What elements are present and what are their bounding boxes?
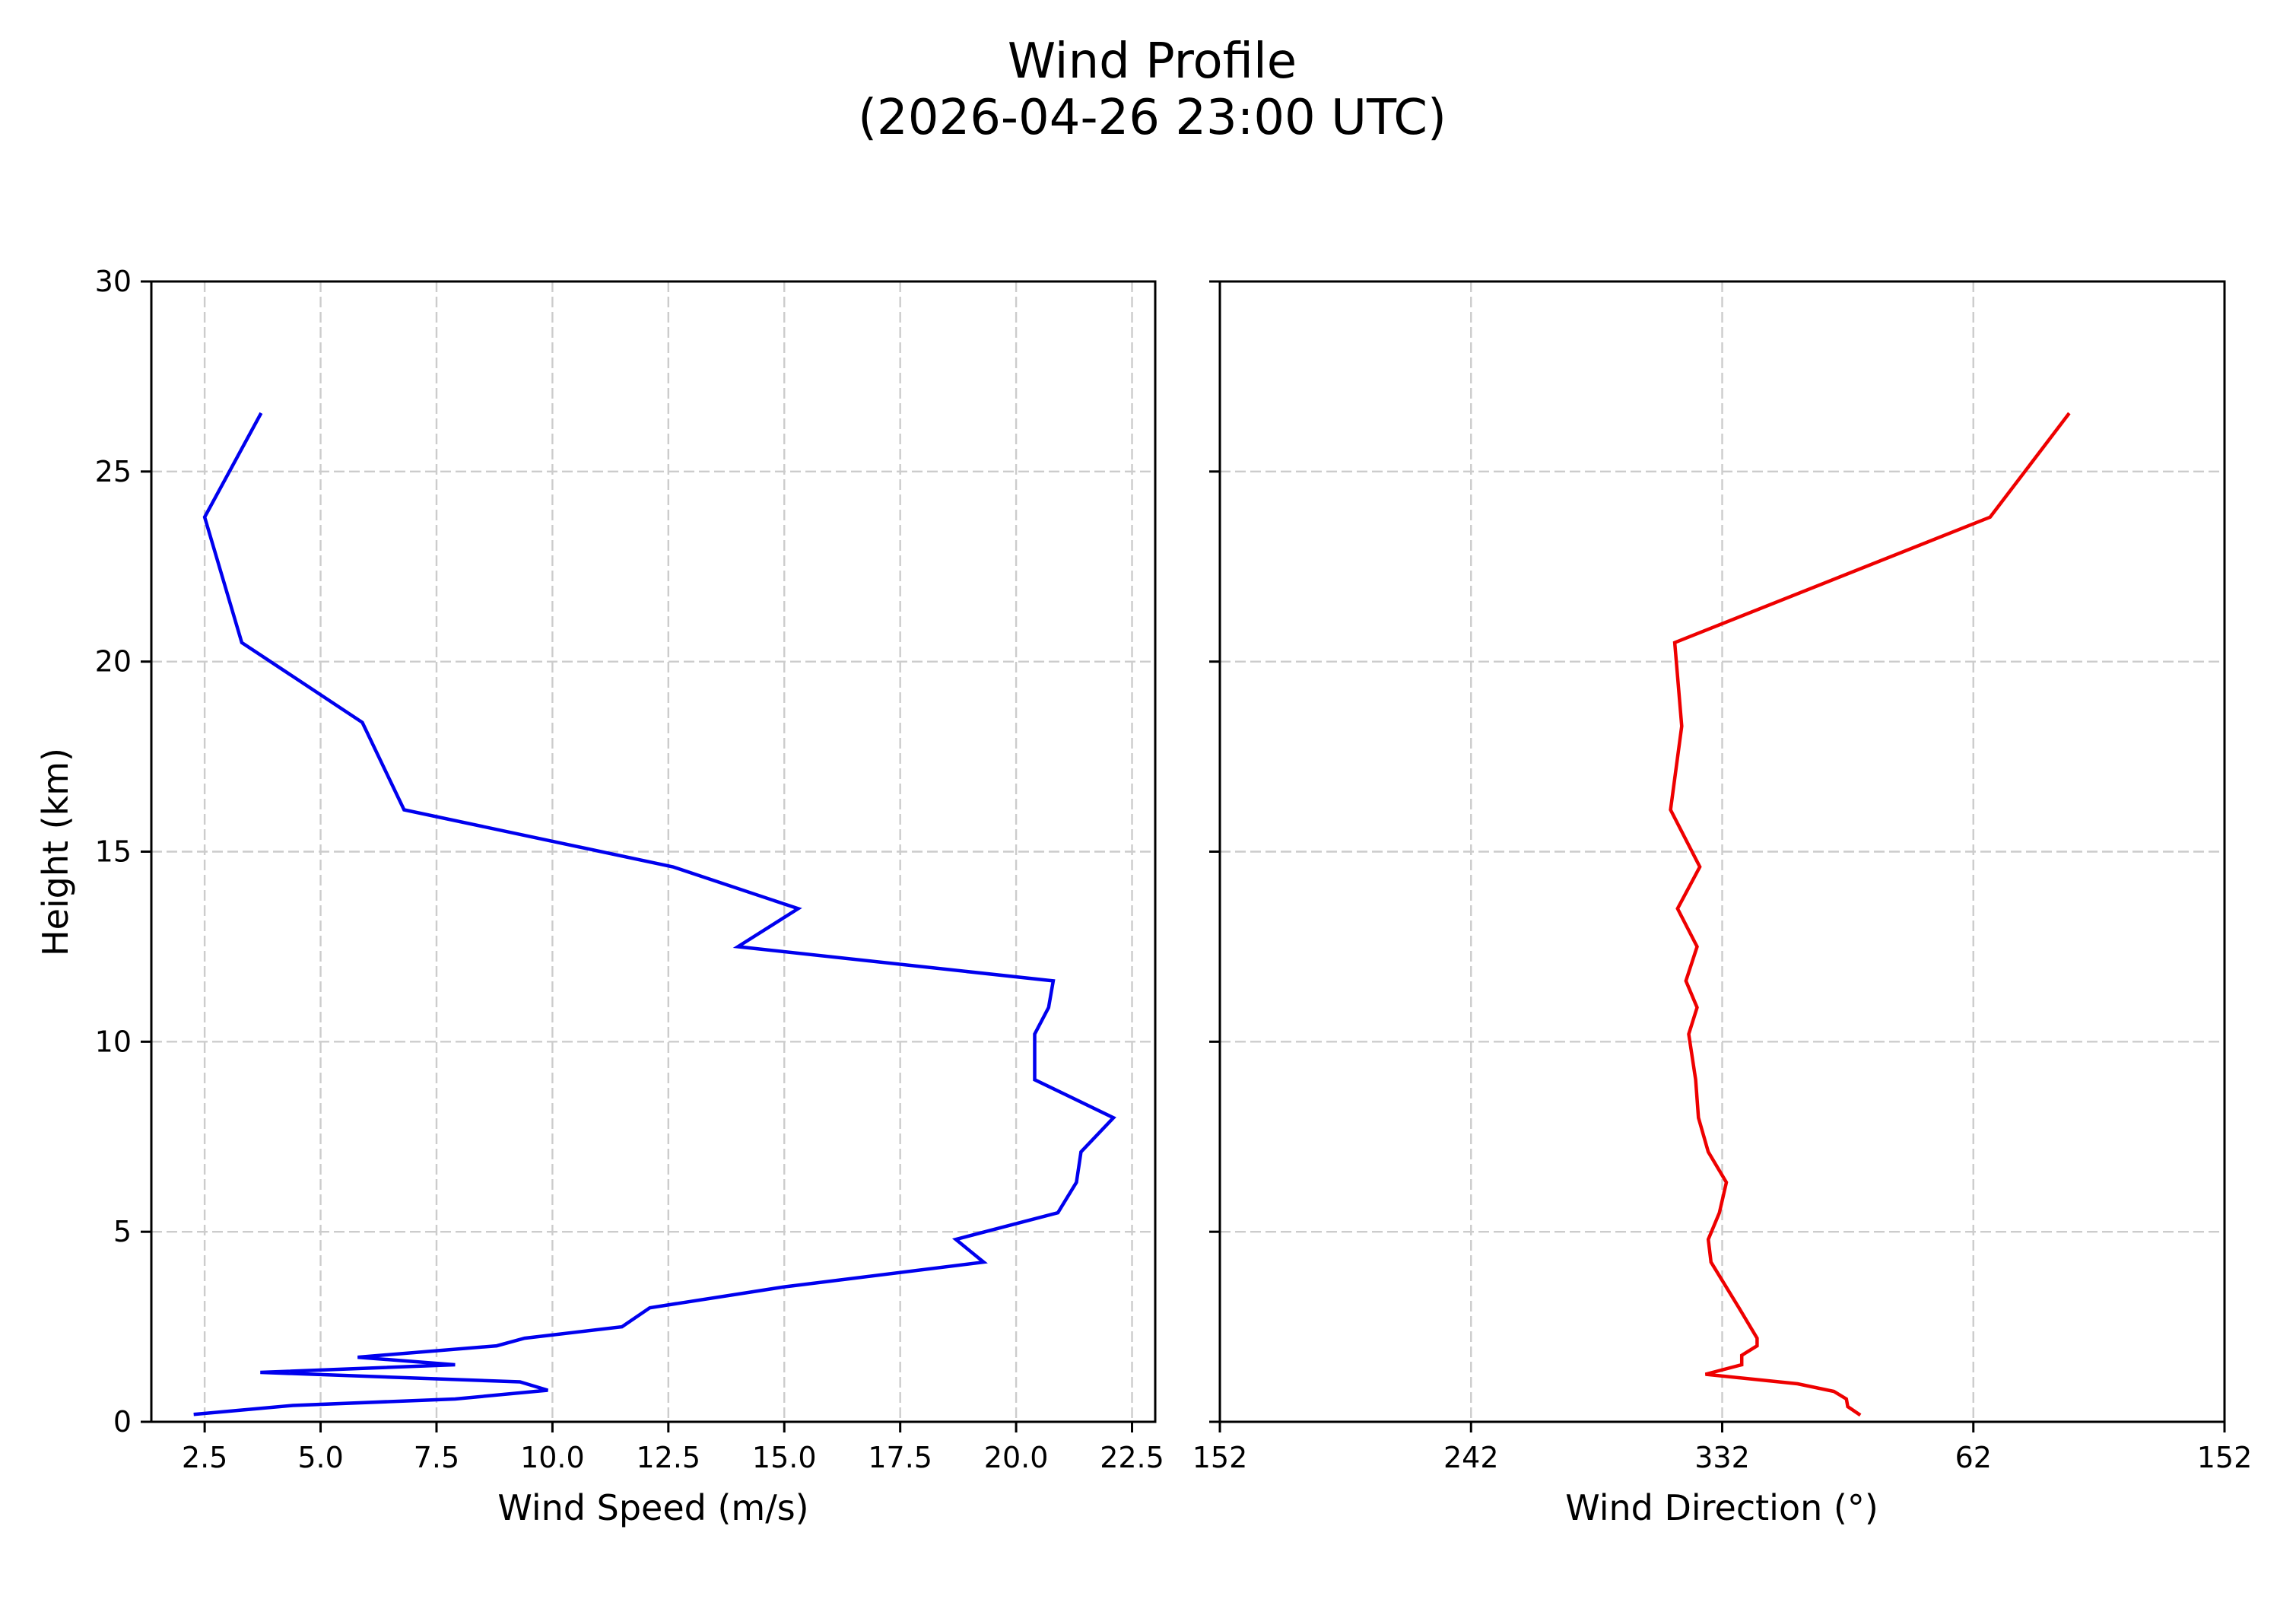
x-tick-label: 15.0 (752, 1441, 817, 1474)
y-tick-label: 30 (95, 265, 132, 298)
wind-speed-panel: 2.5 5.0 7.5 10.0 12.5 15.0 17.5 20.0 22.5 0 5 10 15… (35, 265, 1164, 1528)
x-tick-label: 12.5 (637, 1441, 701, 1474)
height-y-ticks: 0 5 10 15 20 25 30 (95, 265, 151, 1439)
y-tick-label: 0 (113, 1405, 132, 1439)
x-tick-label: 242 (1443, 1441, 1499, 1474)
x-tick-label: 332 (1694, 1441, 1750, 1474)
figure-subtitle-timestamp: (2026-04-26 23:00 UTC) (858, 90, 1447, 146)
wind-direction-panel: 152 242 332 62 152 Wind Direction (°) (1192, 280, 2253, 1528)
y-tick-label: 10 (95, 1025, 132, 1058)
y-tick-label: 20 (95, 645, 132, 679)
x-tick-label: 152 (1192, 1441, 1248, 1474)
y-tick-label: 15 (95, 835, 132, 869)
y-tick-label: 25 (95, 455, 132, 488)
x-tick-label: 152 (2197, 1441, 2253, 1474)
wind-speed-x-axis-label: Wind Speed (m/s) (497, 1487, 808, 1528)
wind-speed-line (193, 412, 1116, 1416)
height-y-axis-label: Height (km) (35, 748, 76, 956)
x-tick-label: 10.0 (520, 1441, 585, 1474)
x-tick-label: 20.0 (984, 1441, 1049, 1474)
wind-direction-line (1669, 412, 2071, 1417)
wind-speed-x-ticks: 2.5 5.0 7.5 10.0 12.5 15.0 17.5 20.0 22.5 (182, 1422, 1164, 1474)
wind-direction-x-ticks: 152 242 332 62 152 (1192, 1422, 2253, 1474)
wind-direction-x-axis-label: Wind Direction (°) (1565, 1487, 1878, 1528)
wind-direction-y-ticks (1209, 280, 1220, 1423)
x-tick-label: 2.5 (182, 1441, 227, 1474)
x-tick-label: 7.5 (414, 1441, 459, 1474)
x-tick-label: 22.5 (1100, 1441, 1164, 1474)
figure-title: Wind Profile (1008, 33, 1297, 90)
x-tick-label: 17.5 (868, 1441, 932, 1474)
x-tick-label: 5.0 (297, 1441, 343, 1474)
y-tick-label: 5 (113, 1215, 132, 1248)
x-tick-label: 62 (1955, 1441, 1992, 1474)
